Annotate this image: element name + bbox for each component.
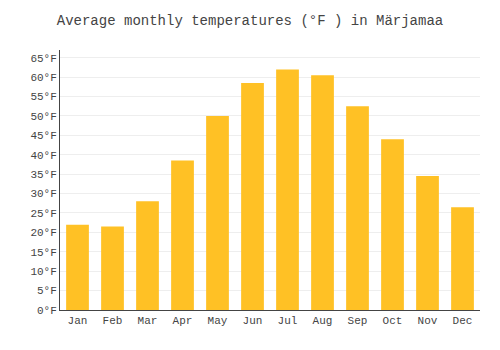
- svg-text:Sep: Sep: [348, 315, 368, 327]
- svg-text:Jan: Jan: [68, 315, 88, 327]
- svg-text:Apr: Apr: [173, 315, 193, 327]
- svg-text:5°F: 5°F: [37, 285, 57, 297]
- svg-text:Nov: Nov: [418, 315, 438, 327]
- svg-text:Dec: Dec: [453, 315, 473, 327]
- svg-text:60°F: 60°F: [30, 72, 56, 84]
- svg-text:Average monthly temperatures (: Average monthly temperatures (°F ) in Mä…: [57, 13, 443, 29]
- svg-text:Jul: Jul: [278, 315, 298, 327]
- svg-text:40°F: 40°F: [30, 150, 56, 162]
- svg-text:45°F: 45°F: [30, 130, 56, 142]
- svg-text:15°F: 15°F: [30, 247, 56, 259]
- svg-text:50°F: 50°F: [30, 111, 56, 123]
- svg-text:25°F: 25°F: [30, 208, 56, 220]
- svg-text:0°F: 0°F: [37, 305, 57, 317]
- svg-text:30°F: 30°F: [30, 188, 56, 200]
- svg-text:Oct: Oct: [383, 315, 403, 327]
- svg-text:20°F: 20°F: [30, 227, 56, 239]
- svg-text:Mar: Mar: [138, 315, 158, 327]
- svg-text:Feb: Feb: [103, 315, 123, 327]
- svg-text:55°F: 55°F: [30, 91, 56, 103]
- svg-text:Aug: Aug: [313, 315, 333, 327]
- svg-text:10°F: 10°F: [30, 266, 56, 278]
- svg-text:65°F: 65°F: [30, 53, 56, 65]
- svg-text:May: May: [208, 315, 228, 327]
- svg-text:35°F: 35°F: [30, 169, 56, 181]
- svg-text:Jun: Jun: [243, 315, 263, 327]
